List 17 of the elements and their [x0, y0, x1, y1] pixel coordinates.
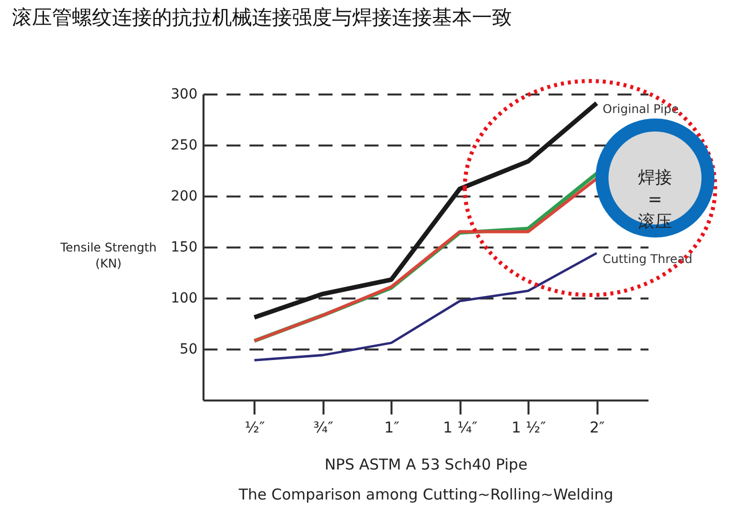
y-tick-label: 150	[170, 240, 198, 256]
line-series	[253, 252, 598, 362]
y-axis-title: Tensile Strength (KN)	[59, 240, 157, 270]
line-series	[252, 100, 599, 320]
y-tick-label: 50	[180, 342, 198, 358]
x-axis-title: NPS ASTM A 53 Sch40 Pipe The Comparison among Cutting~Rolling~Welding	[238, 456, 614, 504]
x-tick-label: 1 ¼″	[443, 418, 478, 436]
y-tick-label: 200	[170, 188, 198, 204]
y-tick-label: 250	[170, 138, 198, 154]
x-tick-label: ½″	[244, 418, 266, 436]
x-tick-label: 1 ½″	[511, 418, 546, 436]
x-tick-label: ¾″	[313, 418, 334, 436]
chart-title: 滚压管螺纹连接的抗拉机械连接强度与焊接连接基本一致	[12, 5, 512, 29]
y-tick-label: 100	[170, 290, 198, 306]
x-tick-label: 2″	[590, 418, 606, 436]
y-tick-label: 300	[170, 86, 198, 102]
x-tick-label: 1″	[384, 418, 400, 436]
